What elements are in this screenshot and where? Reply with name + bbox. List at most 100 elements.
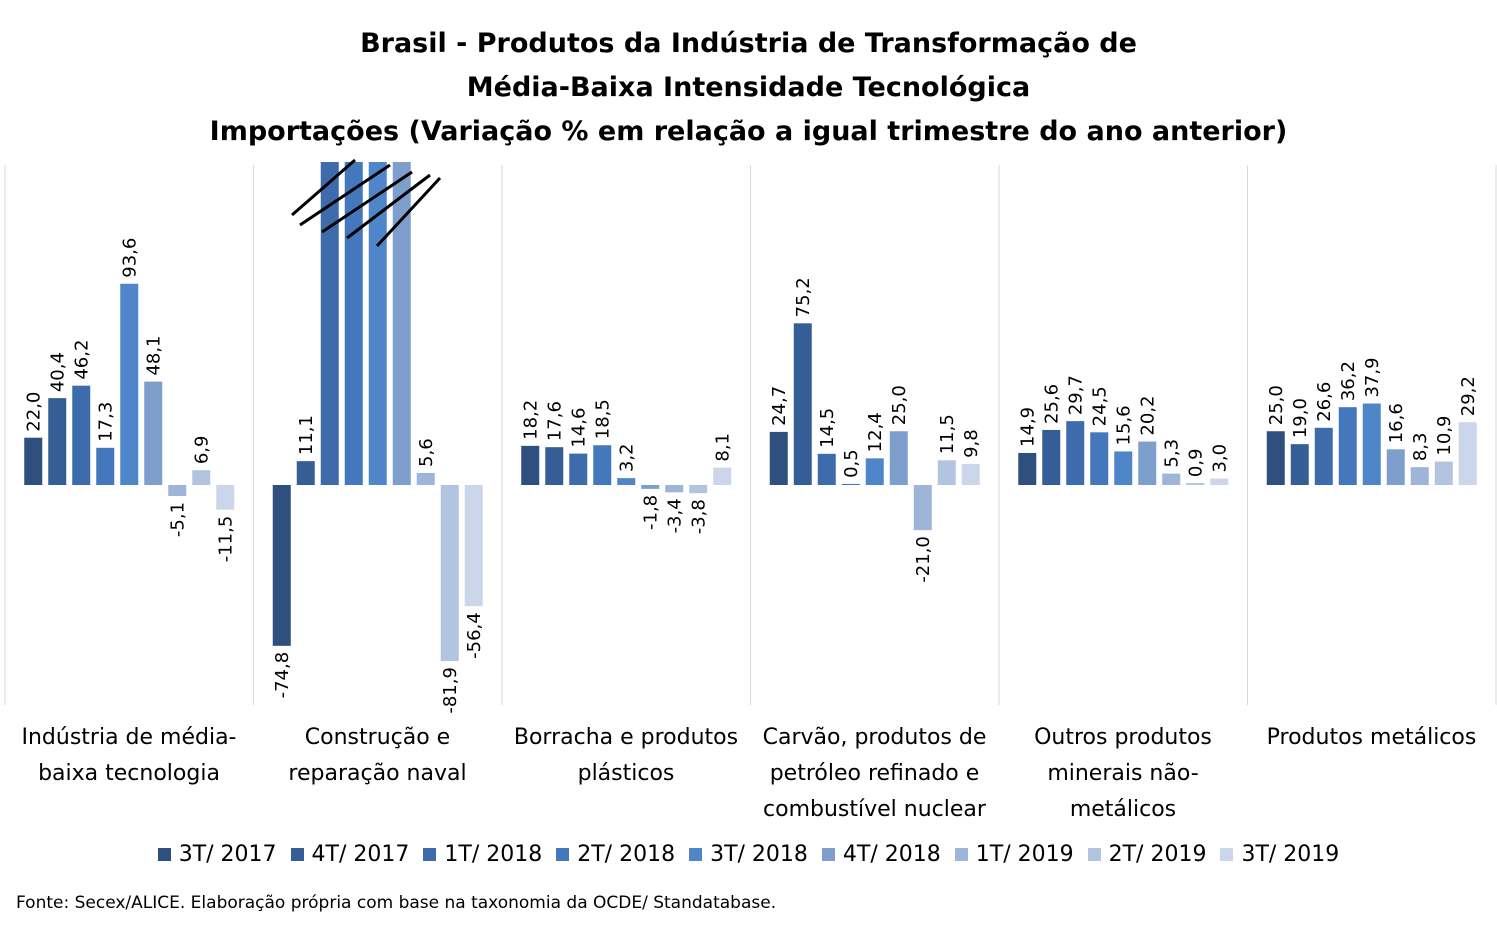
bar [1362, 403, 1381, 485]
bar [617, 478, 636, 485]
legend-swatch [423, 848, 437, 861]
bar [889, 431, 908, 485]
bar [865, 458, 884, 485]
category-label-line: Borracha e produtos [513, 725, 739, 750]
legend-label: 1T/ 2018 [444, 842, 543, 867]
category-label: Borracha e produtos plásticos [503, 720, 749, 792]
data-label: 29,7 [1065, 375, 1086, 415]
legend-swatch [689, 848, 703, 861]
data-label: 93,6 [119, 238, 140, 278]
category-label-line: Carvão, produtos de [762, 725, 987, 750]
bar [665, 485, 684, 493]
bar [1314, 427, 1333, 485]
legend-item: 3T/ 2017 [157, 842, 277, 867]
data-label: -5,1 [167, 502, 188, 537]
legend-swatch [290, 848, 304, 861]
data-label: 0,5 [841, 449, 862, 478]
bar [392, 162, 411, 485]
bar [320, 162, 339, 485]
title-line-3: Importações (Variação % em relação a igu… [209, 116, 1288, 147]
category-label: Carvão, produtos de petróleo refinado e co… [752, 720, 998, 828]
category-label: Indústria de média-baixa tecnologia [6, 720, 252, 792]
bar [769, 431, 788, 485]
legend-swatch [1087, 848, 1101, 861]
legend-label: 3T/ 2019 [1241, 842, 1340, 867]
bar [440, 485, 459, 662]
legend-label: 2T/ 2019 [1108, 842, 1207, 867]
data-label: 36,2 [1338, 361, 1359, 401]
bar [1090, 432, 1109, 485]
data-label: 25,0 [889, 385, 910, 425]
bar [689, 485, 708, 494]
bar [593, 445, 612, 485]
bar [192, 470, 211, 485]
data-label: 5,3 [1161, 439, 1182, 468]
legend-item: 3T/ 2019 [1220, 842, 1339, 867]
data-label: 40,4 [47, 352, 68, 392]
bar [120, 283, 139, 485]
bar [569, 453, 588, 485]
legend-swatch [556, 848, 570, 861]
bar [521, 445, 540, 485]
legend: 3T/ 2017 4T/ 2017 1T/ 2018 2T/ 2018 3T/ 2018… [0, 842, 1497, 867]
legend-item: 1T/ 2018 [423, 842, 542, 867]
legend-item: 2T/ 2019 [1087, 842, 1207, 867]
data-label: 3,2 [616, 443, 637, 472]
data-label: -3,4 [664, 498, 685, 533]
data-label: 37,9 [1362, 357, 1383, 397]
category-label-line: minerais não- [1047, 761, 1199, 786]
truncation-hatch [346, 173, 431, 240]
bar [48, 398, 67, 485]
bar [793, 323, 812, 485]
data-label: 15,6 [1113, 405, 1134, 445]
legend-label: 1T/ 2019 [975, 842, 1074, 867]
source-note: Fonte: Secex/ALICE. Elaboração própria c… [16, 893, 777, 913]
data-label: -21,0 [913, 536, 934, 583]
bar [545, 447, 564, 485]
truncation-hatch [299, 163, 391, 227]
data-label: 17,6 [544, 401, 565, 441]
truncation-hatch [375, 176, 442, 248]
bar [296, 461, 315, 485]
truncation-hatch [291, 158, 356, 217]
data-label: 46,2 [71, 340, 92, 380]
data-label: 17,3 [95, 402, 116, 442]
bar [272, 485, 291, 646]
data-label: 26,6 [1314, 382, 1335, 422]
category-label: Produtos metálicos [1249, 720, 1495, 756]
data-label: 11,1 [296, 415, 317, 455]
chart-title: Brasil - Produtos da Indústria de Transf… [0, 22, 1497, 154]
title-line-2: Média-Baixa Intensidade Tecnológica [466, 72, 1031, 103]
data-label: -3,8 [688, 499, 709, 534]
category-label-line: Construção e [304, 725, 451, 750]
bar [1114, 451, 1133, 485]
bar [641, 485, 660, 489]
legend-label: 4T/ 2017 [311, 842, 410, 867]
legend-label: 3T/ 2017 [178, 842, 277, 867]
bar [1186, 483, 1205, 485]
legend-swatch [821, 848, 835, 861]
bar [464, 485, 483, 607]
data-label: 48,1 [143, 336, 164, 376]
data-label: 11,5 [937, 414, 958, 454]
legend-label: 4T/ 2018 [842, 842, 941, 867]
data-label: 25,6 [1041, 384, 1062, 424]
bar [913, 485, 932, 531]
bar [1210, 478, 1229, 485]
title-line-1: Brasil - Produtos da Indústria de Transf… [360, 28, 1137, 59]
category-label-line: reparação naval [288, 761, 467, 786]
data-label: 24,5 [1089, 386, 1110, 426]
data-label: 16,6 [1386, 403, 1407, 443]
bar [1290, 444, 1309, 485]
legend-swatch [157, 848, 171, 861]
data-label: 5,6 [416, 438, 437, 467]
category-label: Outros produtos minerais não-metálicos [1000, 720, 1246, 828]
data-label: 75,2 [793, 277, 814, 317]
bar [1458, 422, 1477, 485]
bar [72, 385, 91, 485]
data-label: 12,4 [865, 412, 886, 452]
category-label-line: baixa tecnologia [38, 761, 220, 786]
bar [368, 162, 387, 485]
legend-item: 4T/ 2017 [290, 842, 410, 867]
category-label-line: petróleo refinado e [769, 761, 980, 786]
